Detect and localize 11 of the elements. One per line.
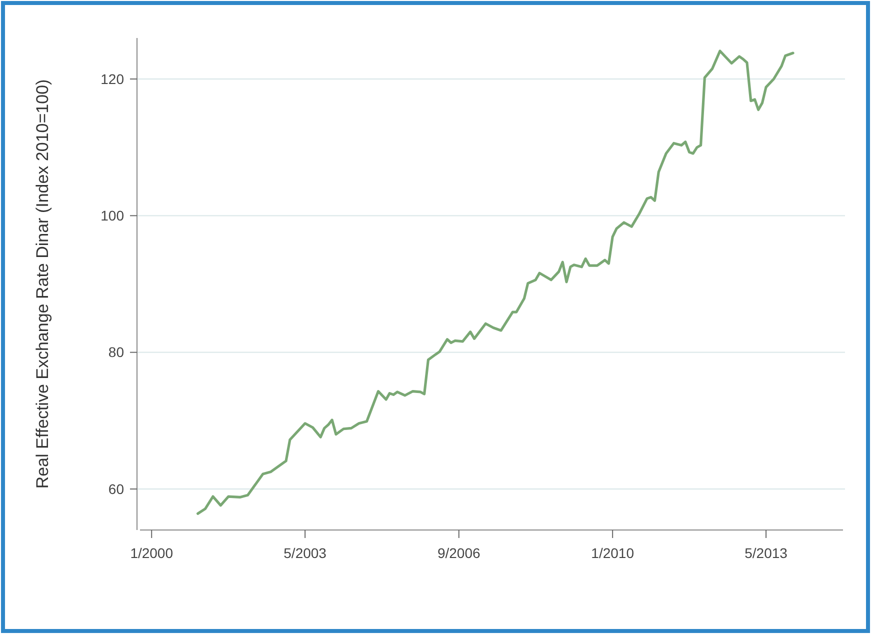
y-tick-label: 60: [108, 480, 124, 497]
y-tick-label: 80: [108, 344, 124, 360]
x-tick-label: 1/2000: [130, 545, 174, 561]
x-tick-label: 9/2006: [437, 545, 480, 561]
x-tick-label: 5/2003: [284, 545, 327, 561]
x-tick-label: 5/2013: [744, 545, 788, 561]
y-axis-title: Real Effective Exchange Rate Dinar (Index 2010=100): [33, 79, 52, 489]
y-tick-label: 120: [100, 70, 124, 87]
x-tick-label: 1/2010: [591, 545, 634, 561]
y-tick-label: 100: [100, 208, 124, 224]
line-series: [196, 50, 794, 515]
